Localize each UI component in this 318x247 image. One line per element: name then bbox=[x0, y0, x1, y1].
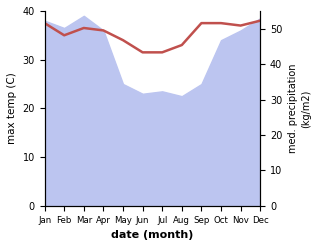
Y-axis label: med. precipitation
(kg/m2): med. precipitation (kg/m2) bbox=[288, 64, 311, 153]
X-axis label: date (month): date (month) bbox=[111, 230, 194, 240]
Y-axis label: max temp (C): max temp (C) bbox=[7, 72, 17, 144]
